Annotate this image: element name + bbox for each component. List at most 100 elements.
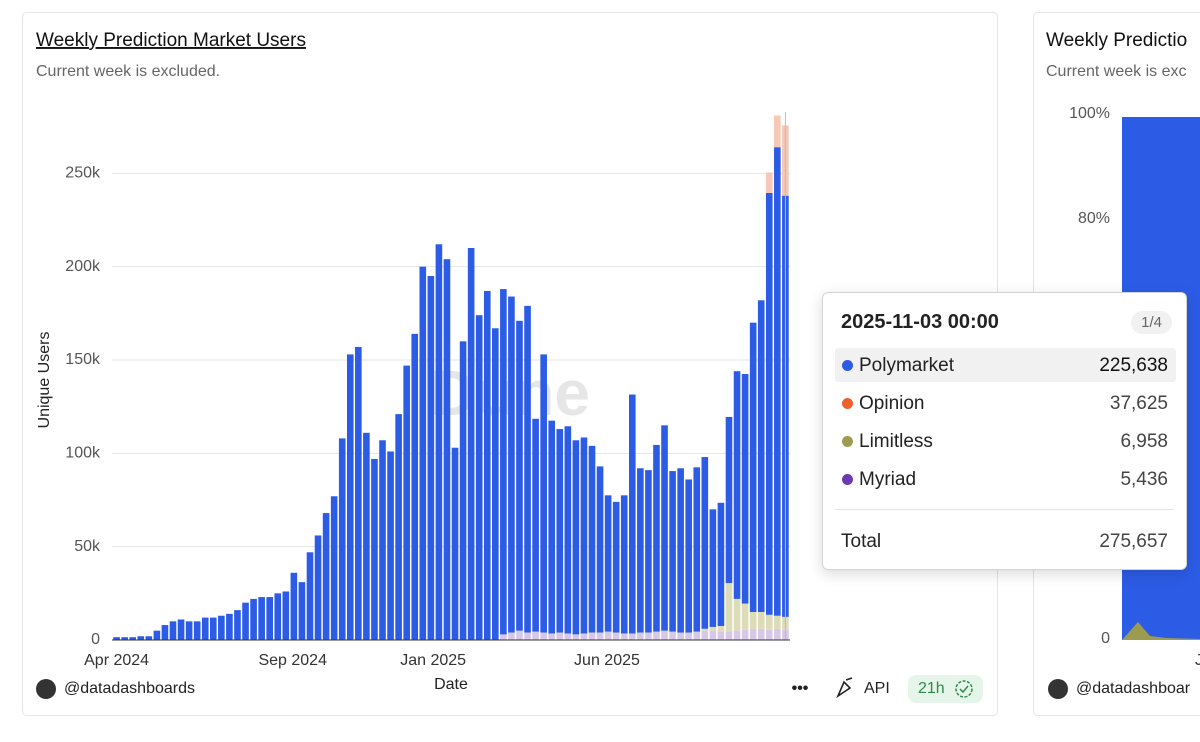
bar-segment: [411, 333, 419, 640]
check-icon: [959, 685, 969, 694]
bar-segment: [451, 447, 459, 640]
legend-dot: [842, 360, 853, 371]
x-tick-label: Jan 2025: [400, 652, 466, 669]
bar-segment: [701, 630, 709, 640]
bar-segment: [508, 296, 515, 633]
bar-segment: [709, 509, 717, 627]
bar-segment: [548, 420, 556, 634]
bar-segment: [725, 416, 733, 584]
bar-segment: [709, 626, 717, 631]
bar-segment: [435, 244, 443, 640]
x-tick-label: Apr 2024: [84, 652, 149, 669]
bar-segment: [693, 467, 701, 632]
bar-segment: [419, 266, 427, 640]
y-tick-label: 150k: [65, 351, 101, 368]
author[interactable]: @datadashboards: [64, 680, 195, 697]
bar-segment: [717, 502, 725, 626]
bar-segment: [637, 468, 644, 633]
bar-segment: [628, 394, 636, 634]
bar-segment: [661, 630, 668, 640]
bar-segment: [596, 632, 604, 640]
bar-segment: [524, 632, 531, 640]
area-fill: [1122, 622, 1200, 640]
more-button[interactable]: •••: [792, 680, 809, 697]
bar-segment: [467, 248, 475, 640]
bar-segment: [564, 426, 572, 634]
bar-segment: [653, 631, 660, 640]
y-axis-label: Unique Users: [36, 332, 53, 429]
bar-segment: [741, 374, 749, 604]
x-tick-label: Ju: [1195, 652, 1200, 669]
bar-segment: [620, 633, 628, 640]
x-tick-label: Sep 2024: [258, 652, 327, 669]
tooltip-title: 2025-11-03 00:00: [841, 311, 999, 333]
bar-segment: [201, 617, 209, 640]
chart-title[interactable]: Weekly Predictio: [1046, 30, 1187, 51]
bar-segment: [612, 632, 620, 640]
bar-segment: [628, 633, 636, 640]
age-badge[interactable]: [908, 675, 983, 703]
bar-segment: [500, 289, 507, 635]
chart-subtitle: Current week is exc: [1046, 63, 1187, 80]
bar-segment: [774, 147, 781, 616]
bar-segment: [371, 458, 378, 640]
bar-segment: [749, 612, 757, 629]
bar-segment: [540, 632, 547, 640]
author[interactable]: @datadashboar: [1076, 680, 1191, 697]
api-button[interactable]: API: [864, 680, 890, 697]
api-icon: [836, 677, 853, 699]
y-tick-label: 0: [91, 631, 100, 648]
bar-segment: [492, 328, 499, 640]
chart-title[interactable]: Weekly Prediction Market Users: [36, 30, 306, 51]
bar-segment: [757, 300, 765, 612]
bar-segment: [266, 597, 274, 640]
bar-segment: [274, 593, 282, 640]
bar-segment: [282, 591, 290, 640]
chart-subtitle: Current week is excluded.: [36, 63, 220, 80]
tooltip-page[interactable]: 1/4: [1131, 311, 1172, 334]
bar-segment: [765, 614, 773, 630]
bar-segment: [604, 495, 612, 632]
bar-segment: [338, 438, 346, 640]
bar-segment: [355, 346, 362, 640]
bar-segment: [121, 637, 128, 640]
bar-segment: [556, 632, 564, 640]
bar-segment: [459, 341, 467, 640]
y-tick-label: 100k: [65, 445, 101, 462]
bar-segment: [346, 354, 354, 640]
avatar: [1048, 679, 1068, 699]
age-label: 21h: [918, 680, 945, 697]
bar-segment: [774, 615, 781, 629]
bar-segment: [637, 632, 644, 640]
bar-segment: [532, 631, 539, 640]
bar-segment: [653, 444, 660, 632]
bar-segment: [701, 628, 709, 631]
bar-segment: [177, 619, 185, 640]
bar-segment: [645, 470, 652, 633]
tooltip-row: Polymarket 225,638: [835, 348, 1176, 382]
y-tick-label: 250k: [65, 165, 101, 182]
series-name: Polymarket: [859, 355, 955, 376]
bar-segment: [242, 602, 249, 640]
bar-segment: [572, 634, 580, 640]
bar-segment: [596, 466, 604, 633]
bar-segment: [314, 535, 322, 640]
y-tick-label: 80%: [1078, 210, 1110, 227]
bar-segment: [516, 320, 523, 631]
bar-segment: [774, 115, 781, 148]
series-name: Opinion: [859, 393, 925, 414]
bar-segment: [137, 636, 145, 640]
bar-segment: [765, 192, 773, 615]
bar-segment: [693, 631, 701, 640]
bar-segment: [500, 634, 507, 640]
bar-segment: [193, 621, 201, 640]
bar-segment: [588, 445, 596, 633]
bar-segment: [669, 631, 676, 640]
legend-dot: [842, 474, 853, 485]
bar-segment: [234, 610, 241, 640]
bar-segment: [564, 633, 572, 640]
bar-segment: [572, 440, 580, 635]
bar-segment: [548, 633, 556, 640]
bar-segment: [427, 276, 435, 640]
series-name: Myriad: [859, 469, 917, 490]
